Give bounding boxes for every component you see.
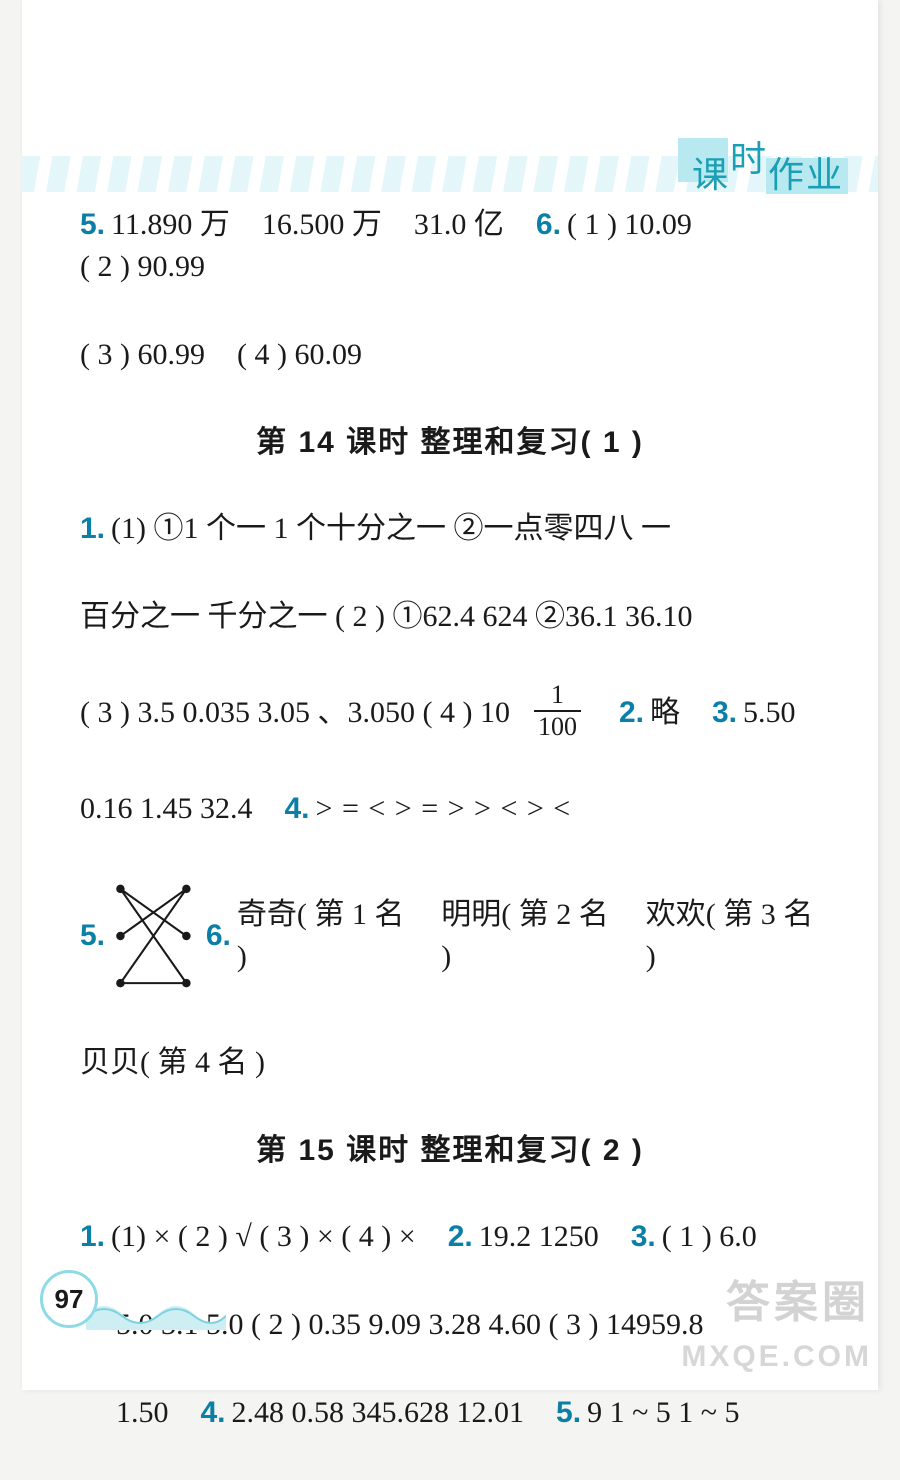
- fraction-1-100: 1 100: [534, 682, 581, 740]
- s15-q1-text: (1) × ( 2 ) √ ( 3 ) × ( 4 ) ×: [111, 1216, 416, 1258]
- s15-l3: 1.50 4. 2.48 0.58 345.628 12.01 5. 9 1 ~…: [80, 1392, 820, 1434]
- s14-q1-l3: ( 3 ) 3.5 0.035 3.05 、3.050 ( 4 ) 10 1 1…: [80, 684, 820, 742]
- header-char-4: 业: [806, 146, 844, 198]
- s15-q3-text: ( 1 ) 6.0: [662, 1216, 757, 1258]
- q5-val-2: 16.500 万: [262, 204, 382, 246]
- top-line-2: ( 3 ) 60.99 ( 4 ) 60.09: [80, 334, 820, 376]
- top-line-1: 5. 11.890 万 16.500 万 31.0 亿 6. ( 1 ) 10.…: [80, 204, 820, 288]
- q5-number: 5.: [80, 204, 105, 246]
- s15-q5-text: 9 1 ~ 5 1 ~ 5: [587, 1392, 739, 1434]
- q6-number: 6.: [536, 204, 561, 246]
- s15-q5-number: 5.: [556, 1392, 581, 1434]
- s14-q5-row: 5. 6. 奇奇( 第 1 名 ) 明明( 第 2 名 ) 欢欢( 第 3 名 …: [80, 876, 820, 996]
- fraction-denominator: 100: [534, 710, 581, 740]
- s14-q5-number: 5.: [80, 915, 105, 957]
- s15-q2-text: 19.2 1250: [479, 1216, 599, 1258]
- s14-q1-l2: 百分之一 千分之一 ( 2 ) ①62.4 624 ②36.1 36.10: [80, 596, 820, 638]
- s14-q3-l2: 0.16 1.45 32.4 4. > = < > = > > < > <: [80, 788, 820, 830]
- q5-val-1: 11.890 万: [111, 204, 230, 246]
- matching-diagram: [111, 876, 196, 996]
- page-number-badge: 97: [40, 1270, 230, 1330]
- section-14-title: 第 14 课时 整理和复习( 1 ): [80, 422, 820, 464]
- s14-q6-p1: 奇奇( 第 1 名 ): [237, 894, 411, 978]
- section-15-title: 第 15 课时 整理和复习( 2 ): [80, 1130, 820, 1172]
- q5-val-3: 31.0 亿: [414, 204, 504, 246]
- header-char-1: 课: [692, 146, 730, 198]
- s14-q6-tail-text: 贝贝( 第 4 名 ): [80, 1042, 265, 1084]
- q6-val-4: ( 4 ) 60.09: [237, 334, 362, 376]
- watermark-text-1: 答案圈: [726, 1266, 870, 1330]
- s14-q2-text: 略: [650, 692, 680, 734]
- header-char-3: 作: [768, 146, 806, 198]
- s14-q6-tail: 贝贝( 第 4 名 ): [80, 1042, 820, 1084]
- s14-q1-number: 1.: [80, 508, 105, 550]
- s14-q2-number: 2.: [619, 692, 644, 734]
- s14-q6-p2: 明明( 第 2 名 ): [441, 894, 615, 978]
- s14-q1-l1: 1. (1) ①1 个一 1 个十分之一 ②一点零四八 一: [80, 508, 820, 550]
- s15-q4-text: 2.48 0.58 345.628 12.01: [232, 1392, 525, 1434]
- page-number-circle: 97: [40, 1270, 98, 1328]
- watermark-text-2: MXQE.COM: [681, 1340, 872, 1374]
- header-char-2: 时: [730, 130, 768, 182]
- s15-q2-number: 2.: [448, 1216, 473, 1258]
- s14-q6-p3: 欢欢( 第 3 名 ): [646, 894, 820, 978]
- s14-q4-text: > = < > = > > < > <: [316, 788, 572, 830]
- fraction-numerator: 1: [547, 682, 568, 710]
- s15-q1-number: 1.: [80, 1216, 105, 1258]
- s14-q1-text-3a: ( 3 ) 3.5 0.035 3.05 、3.050 ( 4 ) 10: [80, 692, 510, 734]
- s15-l1: 1. (1) × ( 2 ) √ ( 3 ) × ( 4 ) × 2. 19.2…: [80, 1216, 820, 1258]
- s14-q4-number: 4.: [285, 788, 310, 830]
- s14-q3-text2: 0.16 1.45 32.4: [80, 788, 253, 830]
- page-number-text: 97: [55, 1284, 84, 1315]
- s14-q1-text-1: (1) ①1 个一 1 个十分之一 ②一点零四八 一: [111, 508, 671, 550]
- q6-val-2: ( 2 ) 90.99: [80, 246, 205, 288]
- s14-q3-number: 3.: [712, 692, 737, 734]
- q6-val-3: ( 3 ) 60.99: [80, 334, 205, 376]
- s15-l3a-text: 1.50: [116, 1392, 169, 1434]
- s15-q4-number: 4.: [201, 1392, 226, 1434]
- page: 课时作业 5. 11.890 万 16.500 万 31.0 亿 6. ( 1 …: [22, 0, 878, 1390]
- page-wave-icon: [86, 1298, 226, 1330]
- s14-q1-text-2: 百分之一 千分之一 ( 2 ) ①62.4 624 ②36.1 36.10: [80, 596, 692, 638]
- s14-q6-number: 6.: [206, 915, 231, 957]
- header-label: 课时作业: [692, 140, 844, 192]
- q6-val-1: ( 1 ) 10.09: [567, 204, 692, 246]
- s14-q3-text: 5.50: [743, 692, 796, 734]
- s15-q3-number: 3.: [631, 1216, 656, 1258]
